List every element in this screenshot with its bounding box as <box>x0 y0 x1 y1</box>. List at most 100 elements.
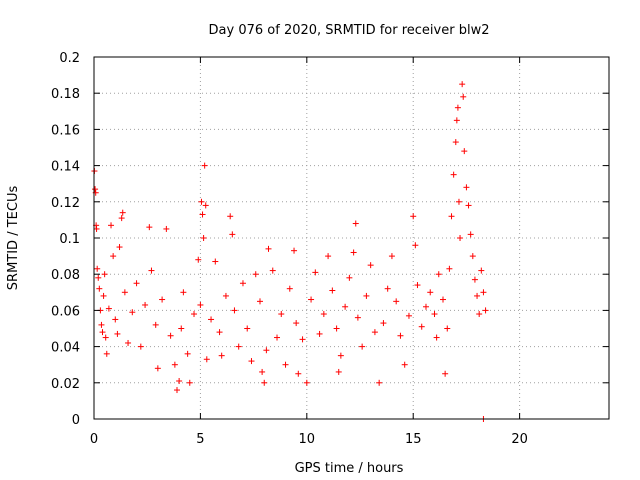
data-point <box>142 301 149 308</box>
data-point <box>346 274 353 281</box>
data-point <box>93 225 100 232</box>
data-point <box>198 198 205 205</box>
data-point <box>202 202 209 209</box>
y-tick-label: 0 <box>72 413 80 428</box>
data-point <box>448 213 455 220</box>
data-point <box>435 271 442 278</box>
data-point <box>186 379 193 386</box>
data-point <box>191 311 198 318</box>
data-point <box>325 253 332 260</box>
data-point <box>98 321 105 328</box>
data-point <box>467 231 474 238</box>
data-point <box>94 265 101 272</box>
data-point <box>367 262 374 269</box>
data-point <box>239 280 246 287</box>
data-point <box>460 93 467 100</box>
data-point <box>274 334 281 341</box>
data-point <box>203 356 210 363</box>
axes <box>93 56 610 420</box>
grid-lines <box>94 57 609 419</box>
data-point <box>176 377 183 384</box>
data-point <box>263 347 270 354</box>
x-tick-label: 20 <box>511 432 528 447</box>
data-point <box>129 309 136 316</box>
data-point <box>108 222 115 229</box>
data-point <box>482 307 489 314</box>
data-point <box>427 289 434 296</box>
data-point <box>333 325 340 332</box>
data-point <box>173 387 180 394</box>
data-point <box>152 321 159 328</box>
data-point <box>184 350 191 357</box>
data-point <box>114 330 121 337</box>
data-point <box>101 271 108 278</box>
data-point <box>461 148 468 155</box>
data-point <box>178 325 185 332</box>
data-point <box>278 311 285 318</box>
data-point <box>118 215 125 222</box>
data-point <box>450 171 457 178</box>
data-point <box>295 370 302 377</box>
data-point <box>401 361 408 368</box>
data-point <box>180 289 187 296</box>
data-point <box>119 209 126 216</box>
data-point <box>222 292 229 299</box>
data-point <box>216 329 223 336</box>
data-point <box>92 186 99 193</box>
data-point <box>452 139 459 146</box>
data-point <box>244 325 251 332</box>
data-point <box>159 296 166 303</box>
data-point <box>444 325 451 332</box>
data-point <box>316 330 323 337</box>
data-point <box>431 311 438 318</box>
data-point <box>102 334 109 341</box>
y-tick-label: 0.12 <box>51 196 80 211</box>
data-point <box>167 332 174 339</box>
data-point <box>371 329 378 336</box>
data-point <box>342 303 349 310</box>
data-point <box>110 253 117 260</box>
x-axis-title: GPS time / hours <box>295 461 404 476</box>
data-point <box>303 379 310 386</box>
data-point <box>293 320 300 327</box>
data-point <box>195 256 202 263</box>
data-point <box>471 276 478 283</box>
data-point <box>146 224 153 231</box>
x-tick-label: 5 <box>196 432 204 447</box>
data-point <box>350 249 357 256</box>
data-point <box>116 244 123 251</box>
data-point <box>259 368 266 375</box>
y-tick-label: 0.16 <box>51 123 80 138</box>
data-point <box>453 117 460 124</box>
data-point <box>455 198 462 205</box>
y-tick-label: 0.06 <box>51 304 80 319</box>
data-point <box>418 323 425 330</box>
data-point <box>442 370 449 377</box>
data-point <box>212 258 219 265</box>
data-point <box>335 368 342 375</box>
y-tick-label: 0.14 <box>51 160 80 175</box>
data-point <box>208 316 215 323</box>
data-point <box>440 296 447 303</box>
data-point <box>459 81 466 88</box>
x-tick-label: 0 <box>90 432 98 447</box>
data-point <box>148 267 155 274</box>
data-point <box>354 314 361 321</box>
data-point <box>231 307 238 314</box>
data-point <box>99 329 106 336</box>
data-point <box>105 305 112 312</box>
data-point <box>320 311 327 318</box>
y-axis-title: SRMTID / TECUs <box>6 186 21 291</box>
data-point <box>171 361 178 368</box>
data-point <box>265 245 272 252</box>
data-point <box>200 235 207 241</box>
data-point <box>329 287 336 294</box>
data-point <box>100 292 107 299</box>
chart-title: Day 076 of 2020, SRMTID for receiver blw… <box>209 23 490 38</box>
y-tick-label: 0.1 <box>59 232 80 247</box>
data-points <box>91 81 489 422</box>
data-point <box>388 253 395 260</box>
data-point <box>197 301 204 308</box>
data-point <box>414 282 421 289</box>
